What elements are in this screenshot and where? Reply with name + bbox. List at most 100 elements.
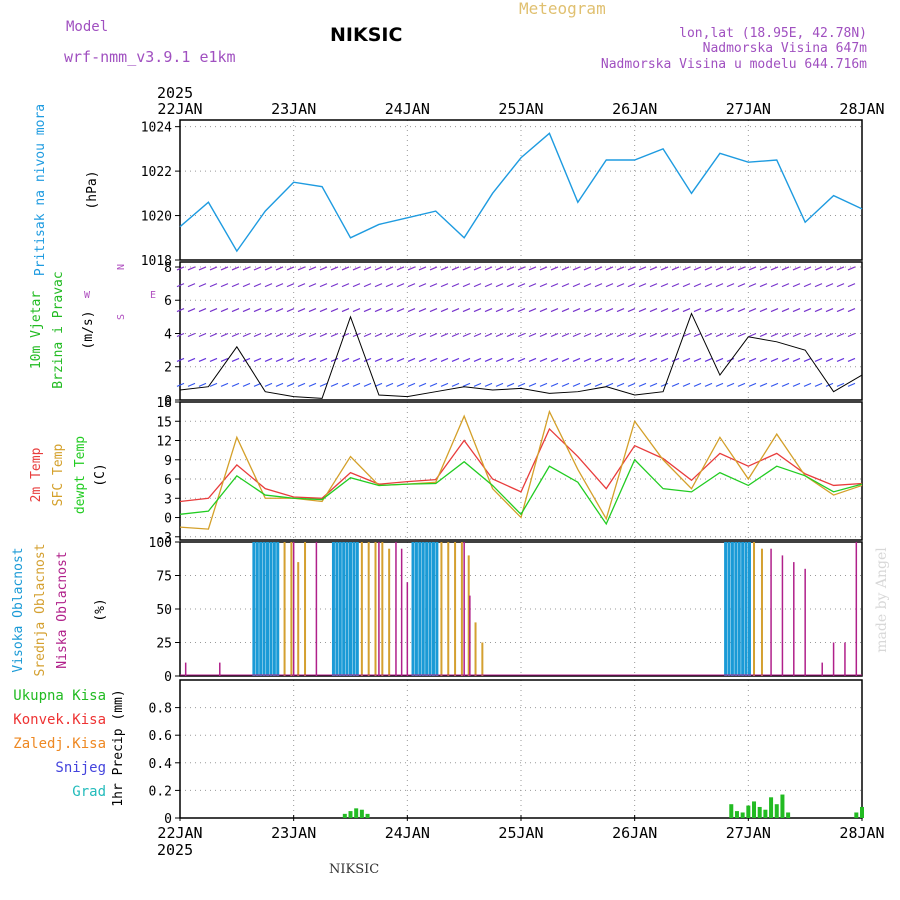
- wind-arrow: [638, 382, 647, 387]
- wind-arrow: [462, 266, 471, 271]
- wind-arrow: [759, 332, 768, 338]
- y-tick-label: 0.8: [149, 702, 172, 717]
- cloud-bar: [481, 642, 484, 676]
- wind-arrow: [231, 382, 240, 387]
- footer-station: NIKSIC: [329, 862, 380, 877]
- cloud-bar: [349, 542, 352, 676]
- wind-arrow: [528, 308, 537, 313]
- wind-arrow: [847, 308, 856, 313]
- wind-arrow: [748, 332, 757, 338]
- y-tick-label: 18: [156, 396, 172, 411]
- wind-arrow: [264, 266, 273, 271]
- cloud-bar: [400, 548, 403, 676]
- wind-arrow: [605, 332, 614, 338]
- wind-arrow: [814, 266, 823, 271]
- x-tick-label-top: 28JAN: [839, 100, 884, 118]
- wind-arrow: [484, 308, 493, 313]
- cloud-bar: [737, 542, 741, 676]
- wind-arrow: [726, 283, 735, 288]
- wind-arrow: [539, 308, 548, 313]
- wind-arrow: [605, 308, 614, 313]
- wind-arrow: [616, 382, 625, 387]
- wind-arrow: [737, 382, 746, 387]
- wind-arrow: [627, 357, 636, 362]
- wind-arrow: [836, 382, 845, 387]
- watermark: made by Angel: [874, 547, 890, 653]
- wind-arrow: [561, 266, 570, 271]
- precip-bar: [780, 794, 785, 818]
- wind-arrow: [341, 283, 350, 288]
- wind-arrow: [429, 357, 438, 362]
- wind-arrow: [418, 266, 427, 271]
- wind-arrow: [594, 332, 603, 338]
- temp-series-line: [179, 458, 863, 526]
- cloud-bar: [844, 642, 846, 676]
- wind-arrow: [253, 357, 262, 362]
- y-tick-label: 1022: [141, 165, 172, 180]
- wind-arrow: [759, 382, 768, 387]
- wind-arrow: [253, 266, 262, 271]
- cloud-bar: [259, 542, 263, 676]
- wind-arrow: [451, 332, 460, 338]
- wind-arrow: [583, 308, 592, 313]
- wind-arrow: [429, 382, 438, 387]
- cloud-bar: [730, 542, 734, 676]
- wind-arrow: [385, 308, 394, 313]
- wind-arrow: [363, 283, 372, 288]
- wind-arrow: [396, 308, 405, 313]
- wind-arrow: [187, 357, 196, 362]
- cloud-bar: [381, 542, 384, 676]
- wind-arrow: [671, 266, 680, 271]
- wind-arrow: [550, 382, 559, 387]
- x-tick-label-bottom: 22JAN: [157, 824, 202, 842]
- cloud-bar: [367, 542, 370, 676]
- compass-e: E: [150, 290, 156, 301]
- wind-arrow: [616, 266, 625, 271]
- low-cloud-axis-title: Niska Oblacnost: [55, 551, 70, 668]
- wind-arrow: [264, 382, 273, 387]
- wind-arrow: [781, 382, 790, 387]
- wind-arrow: [473, 382, 482, 387]
- cloud-bar: [252, 542, 256, 676]
- wind-arrow: [418, 308, 427, 313]
- precip-bar: [786, 812, 791, 818]
- y-tick-label: -3: [156, 531, 172, 546]
- wind-arrow: [242, 266, 251, 271]
- panel-frame: [179, 401, 863, 541]
- wind-arrow: [187, 283, 196, 288]
- y-tick-label: 75: [156, 570, 172, 585]
- wind-arrow: [451, 382, 460, 387]
- wind-arrow: [297, 283, 306, 288]
- wind-arrow: [429, 266, 438, 271]
- wind-arrow: [616, 283, 625, 288]
- wind-arrow: [693, 266, 702, 271]
- wind-arrow: [297, 266, 306, 271]
- wind-arrow: [726, 308, 735, 313]
- wind-arrow: [462, 308, 471, 313]
- wind-arrow: [330, 266, 339, 271]
- wind-arrow: [715, 266, 724, 271]
- wind-arrow: [418, 382, 427, 387]
- wind-arrow: [682, 283, 691, 288]
- wind-arrow: [528, 283, 537, 288]
- model-elevation-label: Nadmorska Visina u modelu 644.716m: [600, 57, 867, 72]
- wind-arrow: [792, 357, 801, 362]
- year-label-bottom: 2025: [157, 841, 193, 859]
- cloud-bar: [352, 542, 356, 676]
- wind-arrow: [847, 382, 856, 387]
- wind-arrow: [396, 332, 405, 338]
- wind-arrow: [396, 382, 405, 387]
- wind-arrow: [418, 357, 427, 362]
- precip-bar: [365, 813, 370, 818]
- wind-arrow: [341, 332, 350, 338]
- wind-arrow: [561, 308, 570, 313]
- cloud-bar: [374, 542, 377, 676]
- cloud-bar: [760, 548, 763, 676]
- wind-arrow: [330, 382, 339, 387]
- y-tick-label: 1020: [141, 210, 172, 225]
- wind-arrow: [770, 283, 779, 288]
- wind-arrow: [440, 357, 449, 362]
- wind-arrow: [198, 357, 207, 362]
- wind-arrow: [286, 308, 295, 313]
- wind-arrow: [682, 308, 691, 313]
